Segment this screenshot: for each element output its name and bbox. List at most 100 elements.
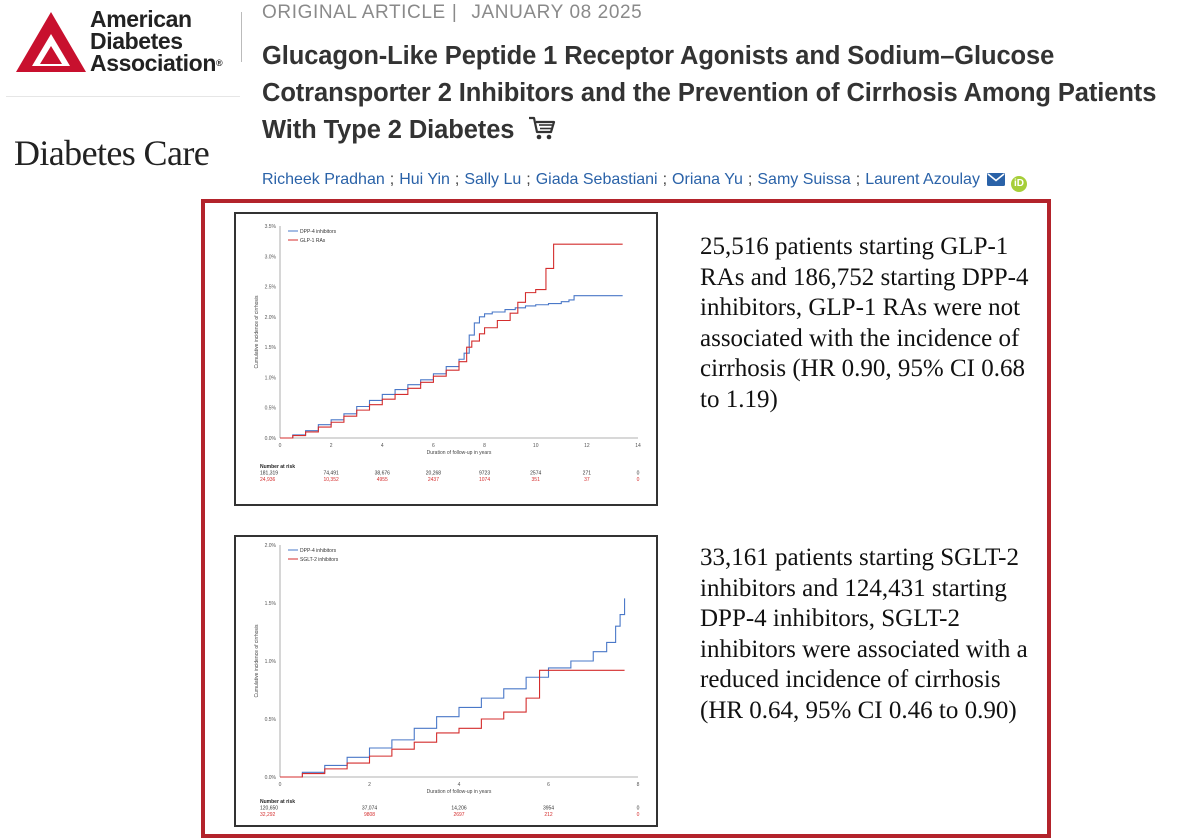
x-tick-label: 8: [637, 782, 640, 788]
ada-logo-icon: [16, 12, 86, 72]
y-tick-label: 0.0%: [265, 775, 277, 781]
summary-sglt2: 33,161 patients starting SGLT-2 inhibito…: [700, 544, 1028, 724]
risk-table-label: Number at risk: [260, 464, 295, 470]
article-date: JANUARY 08 2025: [471, 2, 643, 23]
y-tick-label: 0.5%: [265, 406, 277, 412]
series-line-reference: [280, 598, 626, 778]
risk-table-value: 74,491: [323, 471, 339, 477]
risk-table-value: 3954: [543, 806, 554, 812]
risk-table-value: 212: [544, 812, 553, 818]
author-link[interactable]: Laurent Azoulay: [865, 171, 980, 188]
author-separator: ;: [526, 171, 531, 188]
y-axis-label: Cumulative incidence of cirrhosis: [254, 624, 260, 698]
risk-table-value: 32,292: [260, 812, 276, 818]
meta-separator: |: [451, 2, 458, 23]
risk-table-value: 37: [584, 477, 590, 483]
article-meta: ORIGINAL ARTICLE | JANUARY 08 2025: [262, 2, 642, 24]
risk-table-value: 0: [637, 471, 640, 477]
x-tick-label: 10: [533, 443, 539, 449]
x-tick-label: 12: [584, 443, 590, 449]
series-line-comparator: [280, 243, 623, 439]
legend-label: DPP-4 inhibitors: [300, 548, 337, 554]
x-tick-label: 4: [381, 443, 384, 449]
legend-label: DPP-4 inhibitors: [300, 229, 337, 235]
author-link[interactable]: Hui Yin: [399, 171, 450, 188]
x-tick-label: 6: [547, 782, 550, 788]
risk-table-value: 9808: [364, 812, 375, 818]
risk-table-value: 0: [637, 477, 640, 483]
risk-table-value: 2697: [453, 812, 464, 818]
y-tick-label: 2.0%: [265, 315, 277, 321]
summary-glp1: 25,516 patients starting GLP-1 RAs and 1…: [700, 233, 1029, 413]
risk-table-value: 2574: [530, 471, 541, 477]
y-tick-label: 2.5%: [265, 285, 277, 291]
author-separator: ;: [747, 171, 753, 188]
risk-table-value: 2437: [428, 477, 439, 483]
risk-table-value: 10,352: [323, 477, 339, 483]
risk-table-value: 0: [637, 806, 640, 812]
y-tick-label: 1.5%: [265, 345, 277, 351]
header-divider: [241, 12, 242, 62]
risk-table-value: 4955: [377, 477, 388, 483]
graphical-abstract-frame: [201, 199, 1051, 838]
y-tick-label: 2.0%: [265, 543, 277, 549]
y-tick-label: 3.5%: [265, 224, 277, 230]
risk-table-value: 20,268: [426, 471, 442, 477]
x-tick-label: 0: [279, 443, 282, 449]
y-tick-label: 0.5%: [265, 717, 277, 723]
ada-line-1: American: [90, 6, 192, 32]
risk-table-value: 9723: [479, 471, 490, 477]
registered-mark: ®: [215, 58, 223, 68]
ada-line-2: Diabetes: [90, 28, 183, 54]
series-line-comparator: [280, 669, 625, 778]
x-tick-label: 6: [432, 443, 435, 449]
journal-name[interactable]: Diabetes Care: [14, 133, 210, 173]
envelope-icon[interactable]: [986, 173, 1005, 186]
risk-table-value: 351: [532, 477, 541, 483]
article-type: ORIGINAL ARTICLE: [262, 2, 446, 23]
x-axis-label: Duration of follow-up in years: [427, 450, 492, 456]
y-tick-label: 1.0%: [265, 659, 277, 665]
x-tick-label: 4: [458, 782, 461, 788]
author-separator: ;: [855, 171, 861, 188]
cart-icon[interactable]: [527, 114, 557, 142]
y-tick-label: 3.0%: [265, 254, 277, 260]
y-axis-label: Cumulative incidence of cirrhosis: [254, 295, 260, 369]
author-list: Richeek Pradhan; Hui Yin; Sally Lu; Giada S…: [262, 171, 1027, 192]
risk-table-value: 271: [583, 471, 592, 477]
y-tick-label: 0.0%: [265, 436, 277, 442]
km-chart-glp1: 0.0% 0.5% 1.0% 1.5% 2.0% 2.5% 3.0% 3.5% 0 2 4 6 8 10 1…: [234, 212, 658, 506]
x-tick-label: 14: [635, 443, 641, 449]
risk-table-value: 181,319: [260, 471, 278, 477]
logo-divider: [6, 96, 240, 97]
x-tick-label: 2: [368, 782, 371, 788]
risk-table-value: 14,206: [451, 806, 467, 812]
author-link[interactable]: Oriana Yu: [672, 171, 743, 188]
risk-table-value: 24,936: [260, 477, 276, 483]
km-chart-glp1-svg: 0.0% 0.5% 1.0% 1.5% 2.0% 2.5% 3.0% 3.5% 0 2 4 6 8 10 1…: [254, 224, 641, 483]
risk-table-value: 120,650: [260, 806, 278, 812]
risk-table-value: 0: [637, 812, 640, 818]
y-tick-label: 1.5%: [265, 601, 277, 607]
author-link[interactable]: Richeek Pradhan: [262, 171, 385, 188]
author-link[interactable]: Giada Sebastiani: [535, 171, 658, 188]
risk-table-value: 37,074: [362, 806, 378, 812]
article-title[interactable]: Glucagon-Like Peptide 1 Receptor Agonist…: [262, 42, 1157, 144]
legend-label: SGLT-2 inhibitors: [300, 557, 339, 563]
risk-table-value: 1074: [479, 477, 490, 483]
author-link[interactable]: Sally Lu: [464, 171, 522, 188]
author-separator: ;: [662, 171, 668, 188]
x-tick-label: 0: [279, 782, 282, 788]
risk-table-value: 38,676: [375, 471, 391, 477]
ada-wordmark: American Diabetes Association®: [90, 6, 223, 76]
author-separator: ;: [389, 171, 395, 188]
x-tick-label: 8: [483, 443, 486, 449]
author-link[interactable]: Samy Suissa: [757, 171, 851, 188]
risk-table-label: Number at risk: [260, 799, 295, 805]
ada-line-3: Association: [90, 50, 216, 76]
km-chart-sglt2: 0.0% 0.5% 1.0% 1.5% 2.0% 0 2 4 6 8 Cumulative inci…: [234, 535, 658, 827]
article-title-block: Glucagon-Like Peptide 1 Receptor Agonist…: [262, 38, 1200, 149]
orcid-icon[interactable]: iD: [1010, 176, 1027, 192]
author-separator: ;: [454, 171, 460, 188]
legend-label: GLP-1 RAs: [300, 238, 326, 244]
